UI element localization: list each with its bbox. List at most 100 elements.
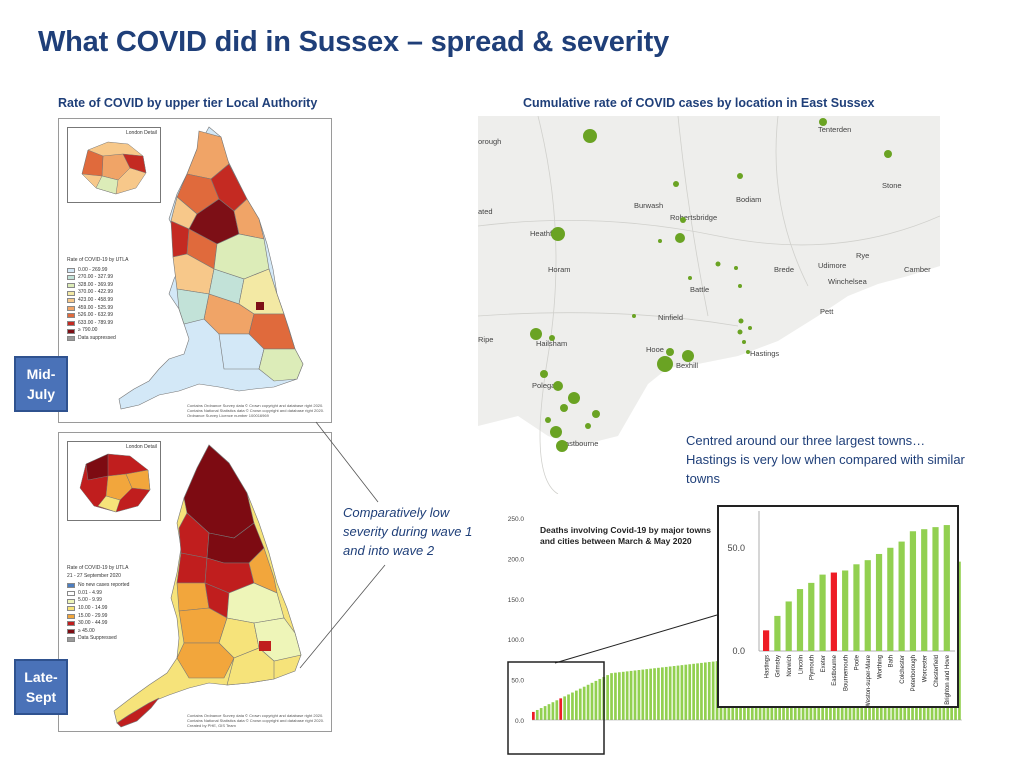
chart-bar	[578, 688, 582, 720]
inset-category-label: Worcester	[923, 655, 929, 682]
inset-bar	[830, 572, 837, 651]
town-label: Ripe	[478, 335, 493, 344]
town-label: Burwash	[634, 201, 663, 210]
legend-swatch	[67, 313, 75, 319]
legend-item: 10.00 - 14.99	[67, 605, 129, 613]
credit-line: Created by PHE, GIS Team	[187, 723, 236, 729]
y-tick-label: 0.0	[515, 718, 524, 725]
inset-category-label: Plymouth	[810, 655, 816, 680]
legend-label: 423.00 - 458.99	[78, 296, 114, 303]
chart-bar	[633, 670, 637, 720]
inset-bar	[763, 630, 770, 651]
legend-label: Data Suppressed	[78, 635, 117, 642]
chart-bar	[625, 671, 629, 720]
chart-bar	[692, 663, 695, 720]
town-label: Stone	[882, 181, 902, 190]
chart-bar	[551, 702, 555, 720]
legend-item: 270.00 - 327.99	[67, 274, 128, 282]
inset-bar	[774, 615, 781, 651]
connector-line	[554, 614, 718, 664]
inset-category-label: Eastbourne	[832, 654, 838, 685]
inset-bar	[842, 570, 849, 651]
chart-bar	[657, 667, 660, 720]
england-map-mid-july: London Detail Rate of COVID-19 by UTLA 0…	[58, 118, 332, 423]
inset-bar	[808, 582, 815, 651]
legend-swatch	[67, 583, 75, 589]
credits-mid: Contains Ordnance Survey data © Crown co…	[187, 403, 327, 419]
chart-bar	[696, 663, 699, 720]
chart-bar	[621, 671, 625, 720]
left-subtitle: Rate of COVID by upper tier Local Author…	[58, 96, 318, 110]
legend-label: 0.00 - 269.99	[78, 266, 108, 273]
legend-swatch	[67, 336, 75, 342]
inset-bar	[796, 589, 804, 651]
chart-bar	[629, 670, 633, 720]
town-label: Hastings	[750, 349, 779, 358]
town-label: Bodiam	[736, 195, 761, 204]
inset-category-label: Poole	[855, 654, 861, 670]
y-tick-label: 200.0	[508, 556, 525, 563]
legend-item: Data suppressed	[67, 335, 128, 343]
y-tick-label: 150.0	[508, 597, 525, 604]
severity-annotation: Comparatively low severity during wave 1…	[343, 505, 473, 558]
inset-bar	[921, 529, 928, 651]
town-label: Heathfield	[530, 229, 564, 238]
town-label: Udimore	[818, 261, 846, 270]
chart-title: Deaths involving Covid-19 by major towns…	[540, 525, 711, 546]
town-label: Hooe	[646, 345, 664, 354]
inset-category-label: Chesterfield	[934, 655, 940, 687]
chart-bar	[598, 678, 602, 720]
chart-bar	[582, 686, 586, 720]
legend-item: 328.00 - 369.99	[67, 282, 128, 290]
chart-bar	[559, 698, 563, 720]
legend-swatch	[67, 305, 75, 311]
town-label: orough	[478, 137, 501, 146]
credit-line: Ordnance Survey Licence number 100016969	[187, 413, 269, 419]
legend-swatch	[67, 636, 75, 642]
inset-category-label: Bath	[889, 655, 895, 667]
chart-bar	[606, 675, 609, 720]
town-label: Polegate	[532, 381, 562, 390]
chart-bar	[571, 692, 574, 720]
legend-label: 10.00 - 14.99	[78, 604, 108, 611]
legend-label: 459.00 - 525.99	[78, 304, 114, 311]
inset-category-label: Hastings	[764, 655, 770, 678]
legend-item: Data Suppressed	[67, 635, 129, 643]
legend-item: ≥ 790.00	[67, 327, 128, 335]
england-map-late-sept: London Detail Rate of COVID-19 by UTLA 2…	[58, 432, 332, 732]
legend-label: 370.00 - 422.99	[78, 289, 114, 296]
inset-category-label: Weston-super-Mare	[866, 654, 872, 706]
inset-bar	[785, 601, 792, 651]
chart-bar	[704, 662, 707, 720]
chart-bar	[563, 696, 566, 720]
credit-line: Contains Ordnance Survey data © Crown co…	[187, 403, 324, 408]
chart-bar	[664, 666, 668, 720]
connector-line	[299, 564, 386, 669]
london-detail-box-late: London Detail	[67, 441, 161, 521]
chart-bar	[684, 664, 688, 720]
connector-line	[315, 421, 379, 503]
legend-swatch	[67, 606, 75, 612]
legend-item: 5.00 - 9.99	[67, 597, 129, 605]
chart-bar	[653, 668, 656, 720]
legend-label: 15.00 - 29.99	[78, 612, 108, 619]
town-label: Camber	[904, 265, 931, 274]
inset-category-label: Bournemouth	[843, 655, 849, 691]
legend-item: 0.00 - 269.99	[67, 267, 128, 275]
chart-bar	[688, 664, 692, 720]
page-title: What COVID did in Sussex – spread & seve…	[38, 26, 670, 58]
inset-category-label: Brighton and Hove	[945, 654, 951, 704]
legend-label: 328.00 - 369.99	[78, 281, 114, 288]
inset-category-label: Colchester	[900, 655, 906, 684]
y-tick-label: 100.0	[508, 637, 525, 644]
inset-category-label: Norwich	[787, 655, 793, 677]
legend-swatch	[67, 629, 75, 635]
town-label: Horam	[548, 265, 571, 274]
chart-bar	[958, 561, 961, 720]
chart-bar	[618, 672, 621, 720]
chart-bar	[555, 700, 559, 720]
legend-item: ≥ 45.00	[67, 628, 129, 636]
town-label: Winchelsea	[828, 277, 868, 286]
chart-bar	[641, 669, 645, 720]
legend-swatch	[67, 621, 75, 627]
